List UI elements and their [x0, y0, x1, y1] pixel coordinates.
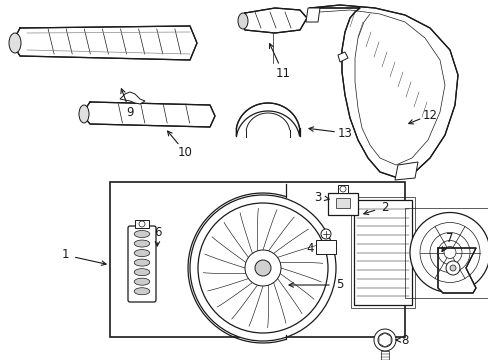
Text: 9: 9 — [126, 105, 134, 118]
Bar — [404, 207, 488, 297]
Ellipse shape — [134, 240, 149, 247]
Polygon shape — [120, 92, 145, 104]
Polygon shape — [305, 8, 319, 22]
Bar — [110, 182, 404, 337]
Polygon shape — [309, 5, 457, 178]
Text: 1: 1 — [61, 248, 69, 261]
Circle shape — [449, 265, 455, 271]
Ellipse shape — [79, 105, 89, 123]
Text: 13: 13 — [337, 126, 352, 140]
Polygon shape — [337, 185, 347, 193]
Circle shape — [139, 221, 145, 227]
Ellipse shape — [134, 269, 149, 276]
Text: 10: 10 — [177, 145, 192, 158]
Text: 8: 8 — [401, 333, 408, 346]
Bar — [327, 193, 357, 215]
Ellipse shape — [134, 288, 149, 295]
Polygon shape — [378, 333, 390, 347]
Circle shape — [445, 261, 459, 275]
Circle shape — [190, 195, 335, 341]
Ellipse shape — [134, 249, 149, 257]
Text: 2: 2 — [381, 201, 388, 213]
Polygon shape — [12, 26, 197, 60]
Bar — [350, 197, 414, 308]
Text: 11: 11 — [275, 67, 290, 80]
Polygon shape — [135, 220, 149, 228]
Polygon shape — [394, 162, 417, 180]
Circle shape — [244, 250, 281, 286]
Circle shape — [373, 329, 395, 351]
Circle shape — [320, 229, 330, 239]
Bar — [315, 240, 335, 254]
Text: 4: 4 — [305, 242, 313, 255]
Circle shape — [254, 260, 270, 276]
Bar — [353, 200, 411, 305]
Text: 7: 7 — [446, 231, 453, 244]
Ellipse shape — [134, 278, 149, 285]
Bar — [335, 198, 349, 208]
Ellipse shape — [134, 230, 149, 238]
Circle shape — [198, 203, 327, 333]
Polygon shape — [437, 248, 475, 293]
Text: 12: 12 — [422, 108, 437, 122]
Text: 5: 5 — [336, 279, 343, 292]
Circle shape — [377, 333, 391, 347]
Circle shape — [409, 212, 488, 293]
FancyBboxPatch shape — [128, 226, 156, 302]
Text: 3: 3 — [314, 190, 321, 203]
Text: 6: 6 — [154, 225, 162, 239]
Ellipse shape — [9, 33, 21, 53]
Polygon shape — [236, 103, 299, 136]
Polygon shape — [241, 8, 306, 33]
Polygon shape — [337, 52, 347, 62]
Ellipse shape — [238, 13, 247, 29]
Circle shape — [339, 186, 346, 192]
Polygon shape — [82, 102, 215, 127]
Ellipse shape — [134, 259, 149, 266]
Polygon shape — [380, 351, 388, 360]
